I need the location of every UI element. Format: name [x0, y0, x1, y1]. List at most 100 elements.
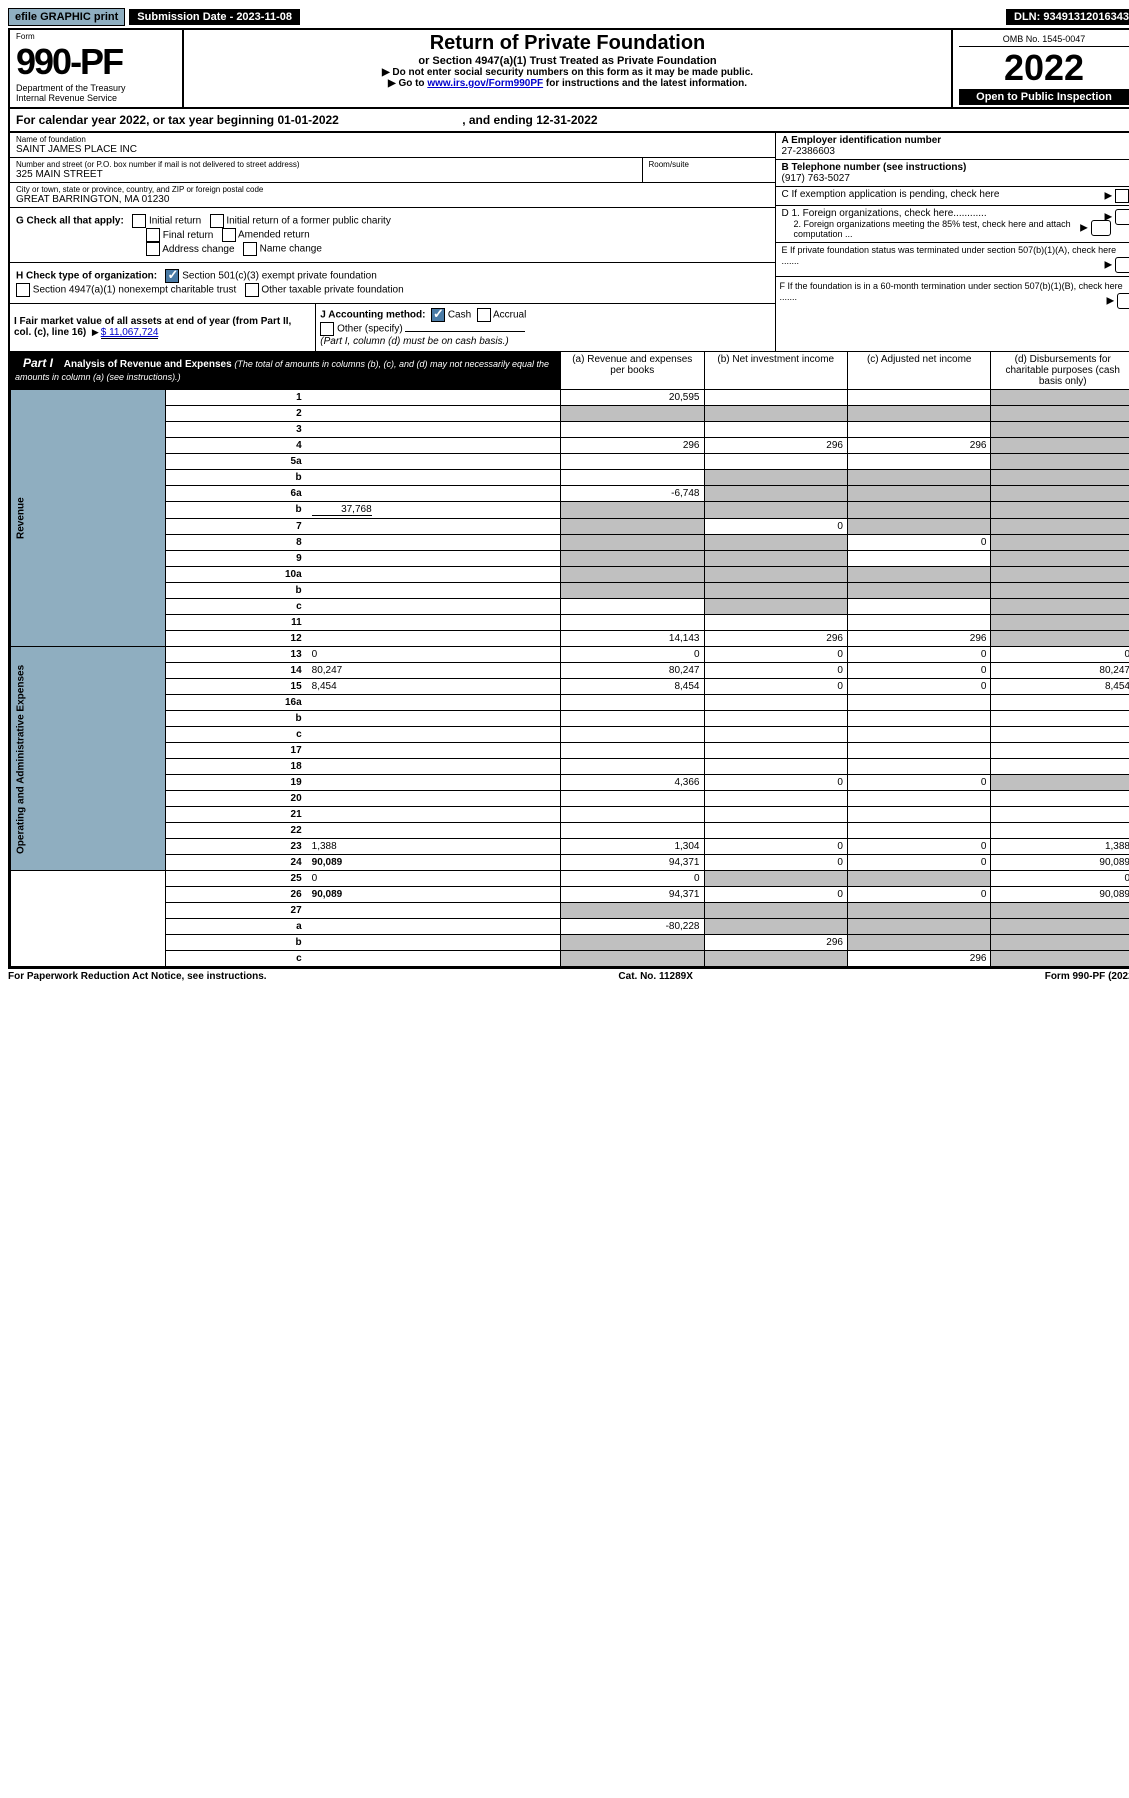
value-cell	[561, 422, 704, 438]
line-desc	[308, 743, 561, 759]
value-cell	[847, 695, 990, 711]
value-cell	[561, 470, 704, 486]
i-value[interactable]: $ 11,067,724	[101, 327, 159, 339]
line-desc: 80,247	[308, 663, 561, 679]
line-desc	[308, 935, 561, 951]
d2-label: 2. Foreign organizations meeting the 85%…	[782, 219, 1072, 239]
line-desc	[308, 583, 561, 599]
efile-button[interactable]: efile GRAPHIC print	[8, 8, 125, 26]
value-cell: 0	[704, 855, 847, 871]
line-desc	[308, 519, 561, 535]
line-desc	[308, 599, 561, 615]
value-cell	[991, 807, 1129, 823]
value-cell: 1,388	[991, 839, 1129, 855]
value-cell	[991, 438, 1129, 454]
side-label-expenses: Operating and Administrative Expenses	[11, 647, 166, 871]
value-cell	[561, 454, 704, 470]
instr-link[interactable]: www.irs.gov/Form990PF	[427, 78, 543, 89]
checkbox-other-method[interactable]	[320, 322, 334, 336]
checkbox-cash[interactable]	[431, 308, 445, 322]
value-cell: 0	[991, 647, 1129, 663]
value-cell: 0	[561, 647, 704, 663]
value-cell	[991, 695, 1129, 711]
value-cell	[991, 390, 1129, 406]
checkbox-d2[interactable]	[1091, 220, 1111, 236]
side-spacer	[11, 871, 166, 967]
value-cell: 4,366	[561, 775, 704, 791]
line-desc: 90,089	[308, 887, 561, 903]
checkbox-final-return[interactable]	[146, 228, 160, 242]
checkbox-c[interactable]	[1115, 189, 1129, 203]
line-number: 21	[166, 807, 308, 823]
value-cell: -6,748	[561, 486, 704, 502]
col-a-header: (a) Revenue and expenses per books	[561, 352, 704, 390]
value-cell	[847, 711, 990, 727]
value-cell	[704, 695, 847, 711]
value-cell	[991, 711, 1129, 727]
value-cell: 0	[847, 839, 990, 855]
value-cell	[847, 486, 990, 502]
line-number: 2	[166, 406, 308, 422]
line-desc	[308, 919, 561, 935]
line-number: c	[166, 951, 308, 967]
value-cell	[704, 535, 847, 551]
value-cell	[847, 935, 990, 951]
value-cell	[561, 583, 704, 599]
tax-year: 2022	[959, 47, 1129, 89]
value-cell	[704, 502, 847, 519]
instr-ssn: ▶ Do not enter social security numbers o…	[190, 67, 945, 78]
value-cell	[704, 486, 847, 502]
omb-number: OMB No. 1545-0047	[959, 32, 1129, 47]
value-cell	[847, 823, 990, 839]
checkbox-initial-return[interactable]	[132, 214, 146, 228]
line-number: 11	[166, 615, 308, 631]
line-number: 4	[166, 438, 308, 454]
checkbox-amended[interactable]	[222, 228, 236, 242]
line-desc	[308, 615, 561, 631]
value-cell	[561, 791, 704, 807]
open-public: Open to Public Inspection	[959, 89, 1129, 105]
checkbox-accrual[interactable]	[477, 308, 491, 322]
g-opt-2: Final return	[163, 230, 214, 241]
value-cell	[704, 727, 847, 743]
value-cell	[704, 711, 847, 727]
checkbox-address-change[interactable]	[146, 242, 160, 256]
calyear-pre: For calendar year 2022, or tax year begi…	[16, 113, 277, 127]
g-opt-0: Initial return	[149, 216, 201, 227]
value-cell: 0	[847, 663, 990, 679]
line-desc	[308, 727, 561, 743]
footer-mid: Cat. No. 11289X	[618, 971, 692, 982]
checkbox-501c3[interactable]	[165, 269, 179, 283]
j-label: J Accounting method:	[320, 310, 425, 321]
value-cell	[847, 583, 990, 599]
h-opt-1: Section 4947(a)(1) nonexempt charitable …	[33, 285, 236, 296]
checkbox-initial-former[interactable]	[210, 214, 224, 228]
d1-label: D 1. Foreign organizations, check here..…	[782, 208, 987, 219]
checkbox-name-change[interactable]	[243, 242, 257, 256]
line-number: c	[166, 599, 308, 615]
value-cell	[991, 422, 1129, 438]
checkbox-d1[interactable]	[1115, 209, 1129, 225]
form-title: Return of Private Foundation	[190, 32, 945, 55]
checkbox-other-taxable[interactable]	[245, 283, 259, 297]
checkbox-4947a1[interactable]	[16, 283, 30, 297]
line-number: b	[166, 470, 308, 486]
value-cell	[704, 807, 847, 823]
checkbox-f[interactable]	[1117, 293, 1129, 309]
line-desc	[308, 422, 561, 438]
value-cell	[561, 502, 704, 519]
value-cell: 0	[704, 663, 847, 679]
value-cell: 296	[561, 438, 704, 454]
value-cell: 80,247	[991, 663, 1129, 679]
line-desc	[308, 791, 561, 807]
value-cell	[847, 791, 990, 807]
part1-title: Analysis of Revenue and Expenses	[64, 359, 232, 370]
checkbox-e[interactable]	[1115, 257, 1129, 273]
value-cell	[991, 727, 1129, 743]
irs-label: Internal Revenue Service	[16, 93, 176, 103]
footer-right: Form 990-PF (2022)	[1045, 971, 1129, 982]
value-cell	[561, 535, 704, 551]
line-number: 3	[166, 422, 308, 438]
value-cell: 0	[704, 887, 847, 903]
line-number: c	[166, 727, 308, 743]
